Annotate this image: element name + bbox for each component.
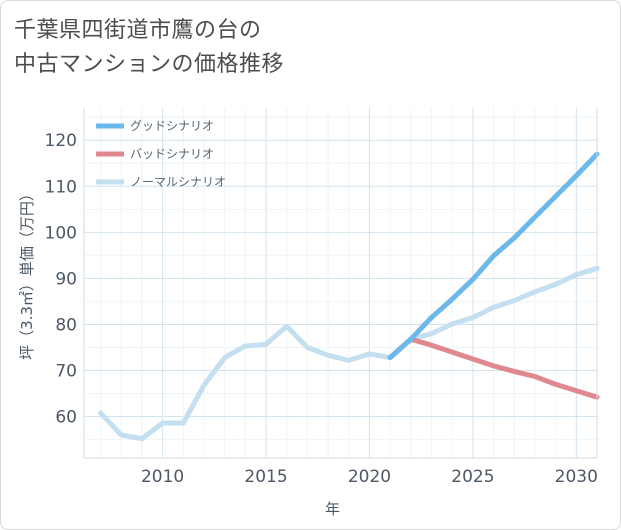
y-tick-label: 60 — [55, 408, 77, 428]
y-tick-label: 90 — [55, 269, 77, 289]
legend-label: バッドシナリオ — [130, 147, 214, 161]
x-tick-label: 2020 — [348, 467, 391, 487]
series-line-bad — [387, 336, 600, 400]
axes — [83, 108, 598, 459]
y-tick-label: 100 — [45, 223, 77, 243]
legend-label: グッドシナリオ — [130, 119, 214, 133]
grid-lines — [84, 108, 598, 458]
series-line-normal — [98, 265, 600, 442]
legend-label: ノーマルシナリオ — [130, 175, 226, 189]
chart-title-line-2: 中古マンションの価格推移 — [14, 52, 285, 77]
series-line-good — [387, 151, 600, 361]
chart-title: 千葉県四街道市鷹の台の 中古マンションの価格推移 — [14, 14, 284, 82]
x-axis-title: 年 — [325, 500, 340, 518]
plot-area — [84, 108, 597, 458]
tick-labels: 2010 2015 2020 2025 2030 60 70 80 90 100 110 120 — [45, 131, 598, 487]
y-tick-label: 70 — [55, 362, 77, 382]
x-tick-label: 2030 — [555, 467, 598, 487]
y-tick-label: 110 — [45, 177, 77, 197]
series-lines — [98, 151, 600, 442]
x-tick-label: 2015 — [244, 467, 287, 487]
y-tick-label: 80 — [55, 315, 77, 335]
y-tick-label: 120 — [45, 131, 77, 151]
x-tick-label: 2010 — [141, 467, 184, 487]
x-tick-label: 2025 — [451, 467, 494, 487]
chart-title-line-1: 千葉県四街道市鷹の台の — [14, 18, 262, 43]
y-axis-title: 坪（3.3㎡）単価（万円） — [18, 186, 36, 360]
